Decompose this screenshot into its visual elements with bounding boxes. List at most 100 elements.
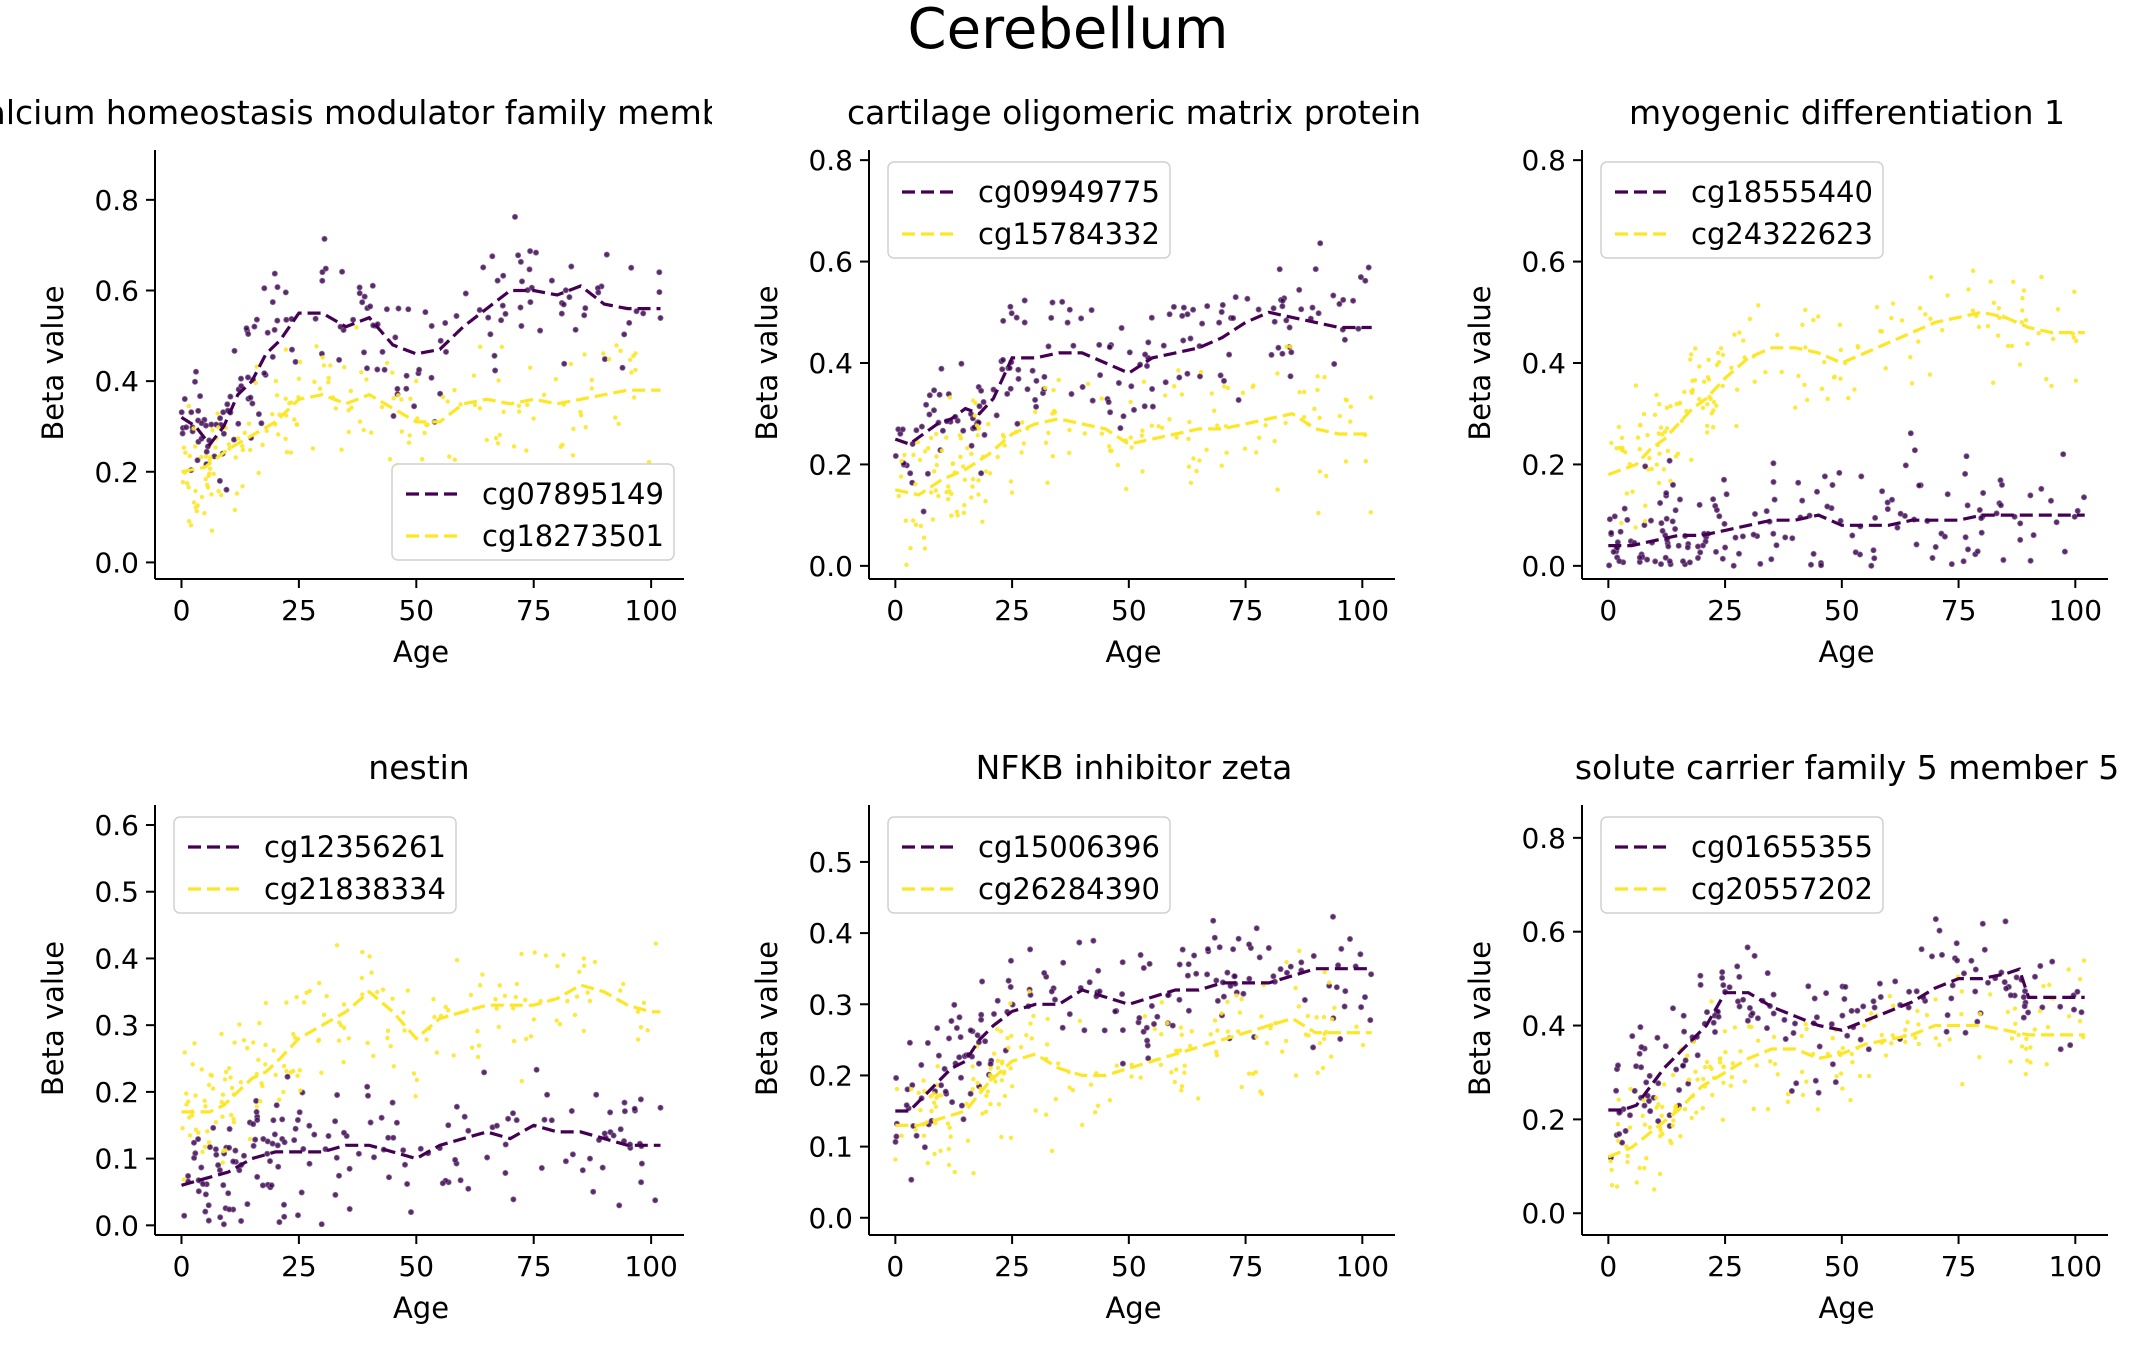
x-tick-label: 50	[398, 594, 434, 627]
scatter-point	[1222, 384, 1227, 389]
scatter-point	[934, 454, 939, 459]
scatter-point	[528, 1034, 534, 1039]
scatter-point	[1089, 397, 1096, 404]
scatter-point	[1049, 299, 1056, 306]
scatter-point	[1616, 1138, 1621, 1144]
scatter-point	[1855, 345, 1861, 350]
scatter-point	[2080, 494, 2087, 501]
scatter-point	[519, 951, 524, 957]
scatter-point	[1033, 1108, 1038, 1113]
scatter-point	[1067, 450, 1072, 455]
y-tick-label: 0.0	[808, 1202, 853, 1235]
scatter-point	[475, 1054, 481, 1060]
scatter-point	[1710, 1092, 1715, 1098]
scatter-point	[1276, 266, 1283, 273]
scatter-point	[2005, 343, 2011, 349]
scatter-point	[1172, 384, 1177, 389]
scatter-point	[1271, 318, 1278, 325]
scatter-point	[931, 387, 938, 394]
scatter-point	[908, 546, 913, 551]
scatter-point	[1749, 1010, 1756, 1017]
scatter-point	[493, 997, 498, 1002]
scatter-point	[387, 457, 393, 462]
scatter-point	[1641, 1097, 1646, 1103]
scatter-point	[367, 954, 372, 959]
scatter-cg18273501	[180, 325, 652, 533]
scatter-point	[385, 1134, 392, 1141]
x-tick-label: 25	[1707, 594, 1743, 627]
scatter-point	[967, 1090, 974, 1097]
scatter-point	[527, 248, 534, 255]
scatter-point	[577, 969, 582, 974]
scatter-point	[1654, 1034, 1661, 1041]
scatter-point	[1179, 1088, 1184, 1093]
scatter-point	[198, 1164, 205, 1171]
scatter-point	[445, 399, 450, 404]
scatter-point	[2023, 318, 2029, 323]
scatter-point	[1932, 916, 1939, 923]
scatter-point	[956, 1054, 963, 1061]
scatter-point	[510, 1196, 517, 1203]
scatter-point	[1128, 383, 1135, 390]
scatter-point	[1890, 1003, 1896, 1008]
scatter-point	[1658, 1128, 1663, 1133]
scatter-point	[934, 1095, 939, 1100]
scatter-point	[1709, 1066, 1714, 1072]
scatter-point	[1317, 415, 1322, 420]
scatter-point	[187, 519, 192, 524]
scatter-point	[1293, 1073, 1299, 1078]
scatter-point	[1917, 306, 1923, 311]
scatter-point	[949, 513, 954, 518]
scatter-point	[284, 450, 290, 455]
scatter-point	[568, 1108, 575, 1115]
scatter-point	[263, 1062, 268, 1067]
scatter-point	[1720, 383, 1726, 389]
scatter-cg15006396	[892, 913, 1375, 1183]
scatter-point	[1704, 1059, 1710, 1065]
series-line-cg09949775	[894, 310, 1372, 446]
scatter-point	[945, 1121, 951, 1126]
legend-label: cg15006396	[978, 830, 1160, 864]
scatter-point	[948, 1134, 953, 1139]
scatter-point	[263, 1042, 268, 1048]
scatter-point	[1152, 1027, 1158, 1032]
scatter-point	[1668, 404, 1673, 409]
scatter-point	[1840, 1046, 1846, 1051]
scatter-point	[2025, 1058, 2030, 1063]
scatter-point	[1865, 1046, 1872, 1053]
scatter-point	[1119, 991, 1126, 998]
scatter-point	[921, 1144, 928, 1151]
scatter-point	[205, 1202, 212, 1209]
scatter-point	[1692, 378, 1698, 383]
scatter-point	[1689, 352, 1694, 357]
scatter-point	[413, 1094, 418, 1099]
scatter-point	[334, 1092, 341, 1099]
scatter-point	[646, 459, 652, 465]
scatter-point	[2011, 279, 2016, 284]
scatter-point	[1706, 377, 1712, 382]
scatter-point	[1185, 961, 1192, 968]
scatter-point	[1297, 390, 1302, 395]
scatter-point	[2047, 982, 2052, 987]
scatter-point	[264, 1138, 271, 1145]
scatter-point	[390, 1134, 397, 1141]
scatter-point	[932, 1151, 937, 1157]
scatter-point	[283, 347, 289, 352]
scatter-point	[980, 1111, 985, 1116]
scatter-point	[465, 1185, 472, 1192]
scatter-point	[899, 458, 904, 464]
scatter-point	[231, 1116, 236, 1122]
scatter-point	[493, 436, 499, 441]
scatter-point	[1700, 542, 1707, 549]
scatter-point	[318, 1221, 325, 1228]
scatter-point	[1907, 430, 1914, 437]
scatter-point	[1656, 431, 1662, 436]
scatter-point	[1646, 1072, 1653, 1079]
scatter-point	[1090, 937, 1097, 944]
scatter-point	[1902, 462, 1909, 469]
scatter-point	[1822, 360, 1827, 365]
scatter-point	[528, 365, 533, 370]
scatter-point	[495, 441, 501, 446]
scatter-point	[1636, 1050, 1643, 1057]
